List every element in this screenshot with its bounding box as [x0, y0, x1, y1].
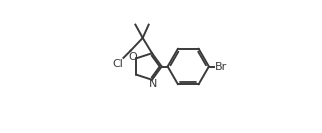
- Text: O: O: [129, 52, 137, 62]
- Text: Br: Br: [214, 61, 227, 72]
- Text: Cl: Cl: [112, 59, 123, 68]
- Text: N: N: [148, 78, 157, 88]
